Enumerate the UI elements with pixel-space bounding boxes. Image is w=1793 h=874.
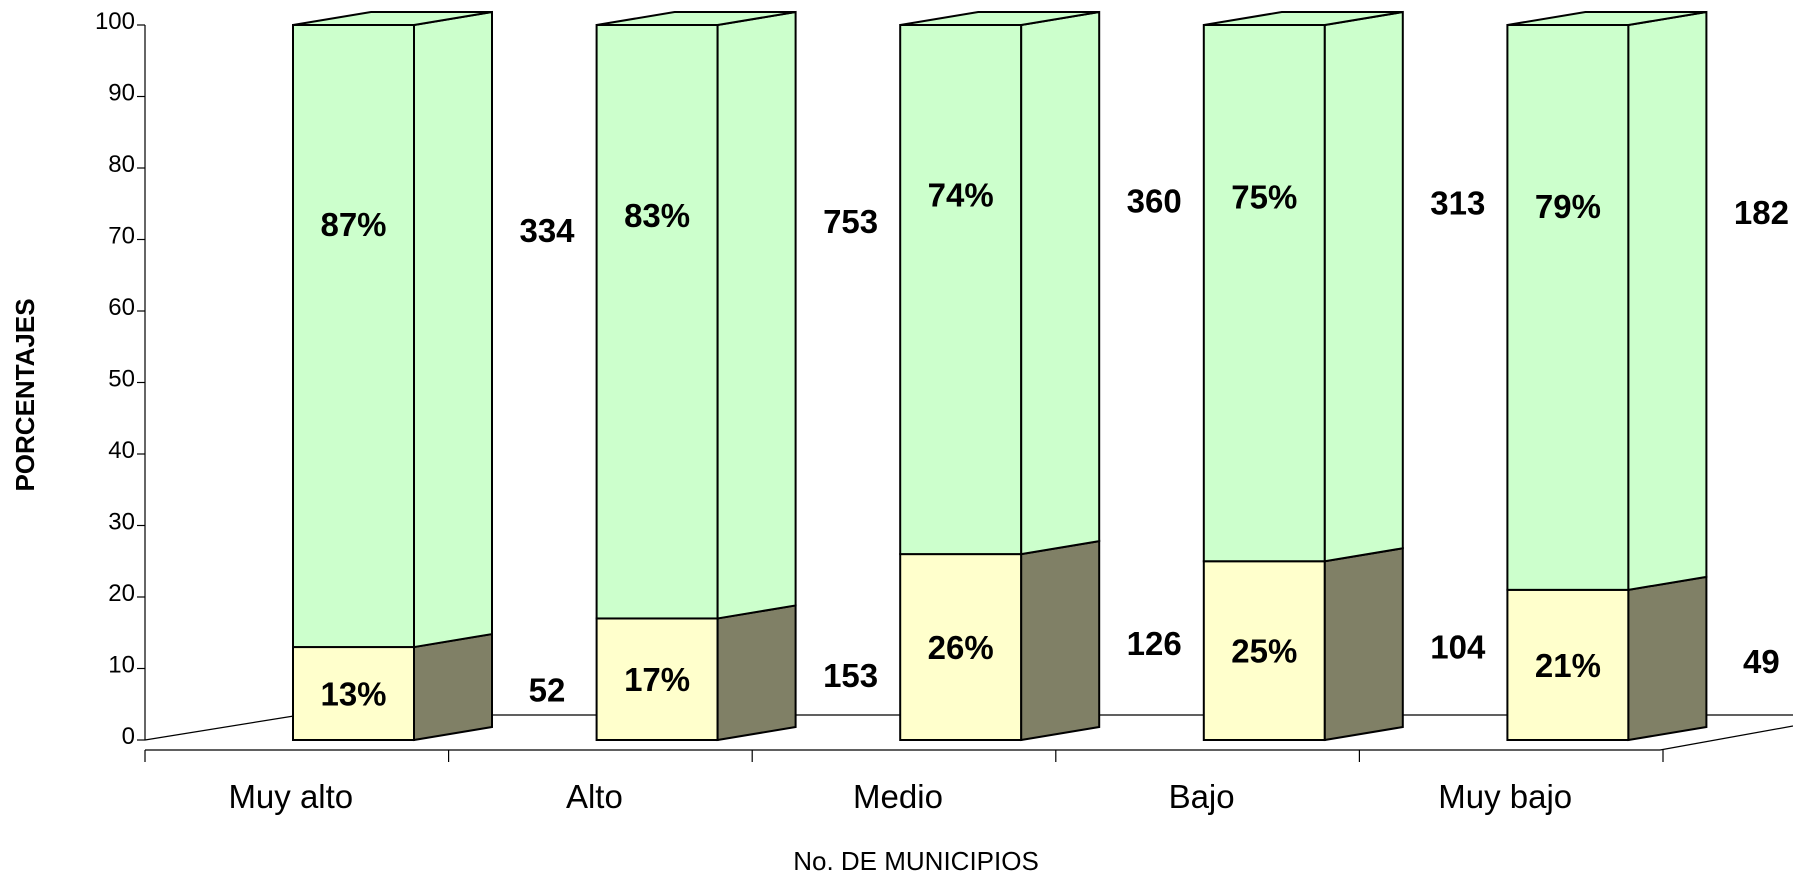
x-tick-label: Medio xyxy=(853,778,943,815)
bar-segment xyxy=(899,10,1101,556)
y-tick-label: 10 xyxy=(108,652,135,679)
y-tick-label: 90 xyxy=(108,80,135,107)
percentage-label: 79% xyxy=(1535,188,1601,225)
x-tick-label: Bajo xyxy=(1169,778,1235,815)
y-tick-label: 60 xyxy=(108,294,135,321)
percentage-label: 75% xyxy=(1231,179,1297,216)
bar-top-face xyxy=(292,11,493,26)
x-tick-label: Alto xyxy=(566,778,623,815)
count-label: 313 xyxy=(1430,185,1485,222)
y-axis-title: PORCENTAJES xyxy=(10,298,40,491)
bar-segment xyxy=(595,604,797,742)
bar-side-face xyxy=(1020,539,1101,742)
bar-side-face xyxy=(716,604,797,742)
percentage-label: 21% xyxy=(1535,647,1601,684)
bar-segment xyxy=(292,632,493,742)
count-label: 126 xyxy=(1127,625,1182,662)
bar-side-face xyxy=(1627,10,1708,592)
bar-front-face xyxy=(899,553,1023,741)
bar-top-face xyxy=(900,11,1100,26)
bar-side-face xyxy=(716,10,797,620)
x-axis-title: No. DE MUNICIPIOS xyxy=(793,846,1039,874)
count-label: 104 xyxy=(1430,629,1486,666)
bar-front-face xyxy=(1202,24,1326,563)
count-label: 52 xyxy=(529,672,566,709)
percentage-label: 87% xyxy=(320,206,386,243)
bar-side-face xyxy=(1323,10,1404,563)
y-tick-label: 20 xyxy=(108,580,135,607)
bar-segment xyxy=(292,10,493,649)
bar-top-face xyxy=(596,11,796,26)
bar-front-face xyxy=(1506,24,1630,591)
y-tick-label: 70 xyxy=(108,223,135,250)
count-label: 49 xyxy=(1743,643,1780,680)
bar-side-face xyxy=(1323,547,1404,742)
bar-segment xyxy=(1202,10,1404,563)
bar-segment xyxy=(899,539,1101,742)
percentage-label: 74% xyxy=(928,176,994,213)
percentage-label: 26% xyxy=(928,629,994,666)
bar-segment xyxy=(1202,547,1404,742)
bar-front-face xyxy=(292,24,415,649)
y-tick-label: 40 xyxy=(108,437,135,464)
bar-front-face xyxy=(1202,560,1326,741)
bar-side-face xyxy=(1627,575,1708,742)
data-labels: 13% 52 87% 334 17% 153 83% 753 26% 126 74% 360 25% 10… xyxy=(320,176,1788,712)
bar-side-face xyxy=(413,632,493,742)
count-label: 360 xyxy=(1127,182,1182,219)
y-tick-label: 30 xyxy=(108,509,135,536)
count-label: 334 xyxy=(519,212,575,249)
y-tick-label: 50 xyxy=(108,366,135,393)
bar-front-face xyxy=(1506,588,1630,741)
count-label: 153 xyxy=(823,657,878,694)
bars xyxy=(292,10,1708,742)
y-tick-label: 0 xyxy=(122,723,135,750)
bar-top-face xyxy=(1507,11,1707,26)
bar-side-face xyxy=(413,10,493,649)
bar-segment xyxy=(1506,575,1708,742)
bar-top-face xyxy=(1203,11,1403,26)
bar-front-face xyxy=(899,24,1023,556)
floor-right-edge xyxy=(1659,725,1793,751)
x-tick-label: Muy alto xyxy=(228,778,353,815)
percentage-label: 13% xyxy=(320,676,386,713)
y-axis: 0 10 20 30 40 50 60 70 80 90 100 xyxy=(95,8,146,750)
bar-front-face xyxy=(595,24,719,620)
bar-segment xyxy=(1506,10,1708,592)
percentage-label: 83% xyxy=(624,197,690,234)
x-tick-label: Muy bajo xyxy=(1438,778,1572,815)
bar-side-face xyxy=(1020,10,1101,556)
bar-segment xyxy=(595,10,797,620)
count-label: 753 xyxy=(823,203,878,240)
count-label: 182 xyxy=(1734,194,1789,231)
x-axis: Muy alto Alto Medio Bajo Muy bajo xyxy=(144,749,1664,815)
y-tick-label: 100 xyxy=(95,8,135,35)
percentage-label: 25% xyxy=(1231,633,1297,670)
y-tick-label: 80 xyxy=(108,151,135,178)
percentage-label: 17% xyxy=(624,661,690,698)
